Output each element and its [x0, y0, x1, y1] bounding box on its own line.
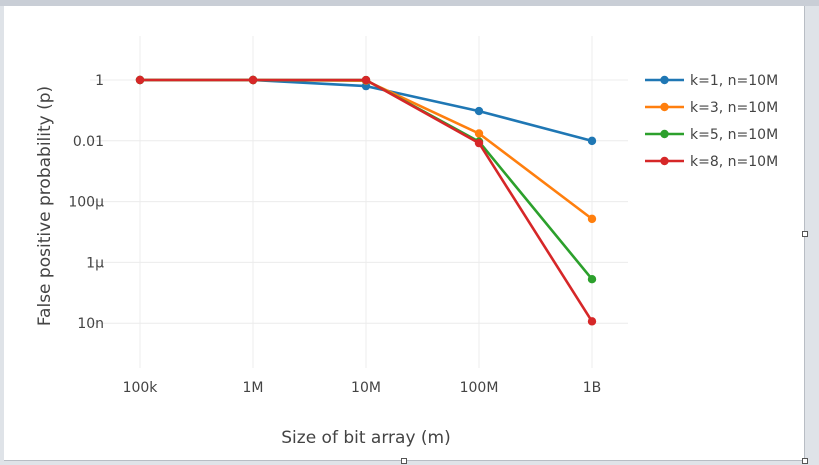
data-point[interactable]: [474, 138, 484, 148]
legend-marker: [660, 156, 669, 166]
x-tick-label: 1B: [583, 380, 602, 396]
resize-handle-corner[interactable]: [802, 458, 808, 464]
legend-label: k=8, n=10M: [690, 154, 778, 170]
x-tick-label: 1M: [243, 380, 264, 396]
x-axis-ticks: 100k 1M 10M 100M 1B: [123, 380, 602, 396]
legend-label: k=5, n=10M: [690, 127, 778, 143]
data-point[interactable]: [474, 129, 484, 138]
data-point[interactable]: [474, 106, 484, 116]
resize-handle-bottom[interactable]: [401, 458, 407, 464]
resize-handle-right[interactable]: [802, 231, 808, 237]
legend-item[interactable]: k=5, n=10M: [645, 127, 778, 143]
y-axis-ticks: 1 0.01 100µ 1µ 10n: [68, 73, 104, 332]
data-point[interactable]: [135, 75, 145, 85]
x-tick-label: 100k: [123, 380, 159, 396]
y-tick-label: 1: [95, 73, 104, 89]
y-tick-label: 100µ: [68, 195, 104, 211]
chart-grid: [90, 36, 628, 368]
data-point[interactable]: [361, 75, 371, 85]
chart-panel: 100k 1M 10M 100M 1B 1 0.01 100µ 1µ 10n k=1, n=10…: [4, 6, 805, 461]
legend-marker: [660, 129, 669, 139]
legend-item[interactable]: k=3, n=10M: [645, 100, 778, 116]
series-4: [135, 75, 597, 326]
data-point[interactable]: [248, 75, 258, 85]
legend-marker: [660, 75, 669, 85]
legend-label: k=3, n=10M: [690, 100, 778, 116]
y-tick-label: 10n: [77, 316, 104, 332]
legend-marker: [660, 102, 669, 112]
legend[interactable]: k=1, n=10M k=3, n=10M k=5, n=10M k=8, n=10M: [645, 73, 778, 170]
x-tick-label: 10M: [351, 380, 381, 396]
data-point[interactable]: [587, 317, 597, 326]
x-tick-label: 100M: [460, 380, 499, 396]
data-point[interactable]: [587, 275, 597, 284]
series-layer: [135, 75, 597, 326]
y-tick-label: 1µ: [86, 255, 104, 271]
x-axis-label: Size of bit array (m): [281, 428, 450, 448]
legend-item[interactable]: k=8, n=10M: [645, 154, 778, 170]
legend-label: k=1, n=10M: [690, 73, 778, 89]
data-point[interactable]: [587, 214, 597, 224]
legend-item[interactable]: k=1, n=10M: [645, 73, 778, 89]
line-chart: 100k 1M 10M 100M 1B 1 0.01 100µ 1µ 10n k=1, n=10…: [35, 36, 778, 448]
window-top-strip: [0, 0, 819, 6]
y-tick-label: 0.01: [73, 134, 104, 150]
y-axis-label: False positive probability (p): [35, 86, 55, 326]
data-point[interactable]: [587, 136, 597, 146]
